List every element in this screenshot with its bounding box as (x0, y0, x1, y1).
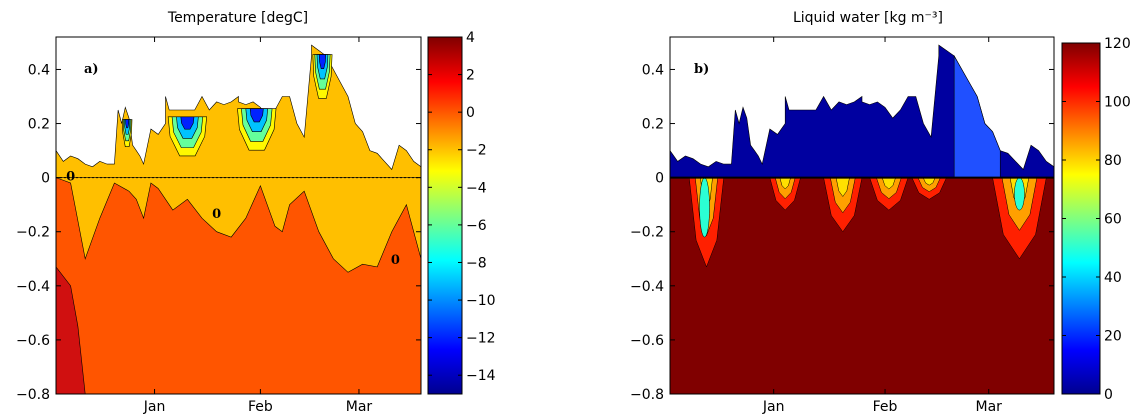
cold-contour (249, 108, 264, 123)
panel-b-label: b) (694, 62, 709, 77)
panel-a-colorbar (427, 36, 463, 395)
y-tick-label: −0.2 (630, 225, 664, 241)
x-tick-label: Jan (762, 399, 785, 415)
colorbar-tick-label: 0 (466, 105, 475, 121)
contour-label: 0 (66, 169, 75, 184)
panel-b-colorbar (1061, 42, 1101, 395)
panel-a: Temperature [degC] 0.4 0.2 0 −0.2 −0.4 −0.6 −0… (16, 10, 496, 415)
y-tick-label: −0.6 (16, 333, 50, 349)
x-tick-label: Mar (976, 399, 1003, 415)
colorbar-tick-label: −6 (466, 218, 487, 234)
y-tick-label: 0.4 (642, 62, 664, 78)
colorbar-tick-label: −12 (466, 331, 496, 347)
panel-b: Liquid water [kg m⁻³] 0.4 0.2 0 −0.2 −0.4 −0.… (630, 10, 1131, 415)
panel-a-contours (56, 44, 421, 394)
y-tick-label: −0.6 (630, 333, 664, 349)
wet-core-contour (1014, 177, 1025, 211)
panel-a-contour-labels: 0 0 0 (66, 169, 400, 268)
panel-b-colorbar-ticks: 120 100 80 60 40 20 0 (1062, 36, 1131, 403)
colorbar-tick-label: 4 (466, 30, 475, 46)
colorbar-tick-label: 20 (1104, 329, 1122, 345)
x-tick-label: Jan (143, 399, 166, 415)
colorbar-tick-label: 0 (1104, 387, 1113, 403)
panel-a-x-axis: Jan Feb Mar (143, 37, 373, 415)
colorbar-tick-label: 60 (1104, 212, 1122, 228)
colorbar-tick-label: 120 (1104, 36, 1131, 52)
x-tick-label: Feb (248, 399, 273, 415)
y-tick-label: −0.4 (16, 279, 50, 295)
y-tick-label: −0.2 (16, 225, 50, 241)
panel-b-title: Liquid water [kg m⁻³] (793, 10, 943, 26)
panel-a-colorbar-ticks: 4 2 0 −2 −4 −6 −8 −10 −12 −14 (428, 30, 496, 384)
colorbar-tick-label: −8 (466, 255, 487, 271)
colorbar-tick-label: 100 (1104, 95, 1131, 111)
panel-a-axes-frame (55, 36, 422, 395)
frozen-soil-contour (56, 177, 421, 273)
cold-contour (180, 116, 195, 130)
panel-b-x-axis: Jan Feb Mar (762, 37, 1002, 415)
y-tick-label: 0 (655, 171, 664, 187)
colorbar-tick-label: 40 (1104, 270, 1122, 286)
y-tick-label: 0.4 (28, 62, 50, 78)
contour-label: 0 (391, 253, 400, 268)
x-tick-label: Feb (873, 399, 898, 415)
cold-contour (318, 54, 327, 69)
y-tick-label: 0.2 (642, 117, 664, 133)
panel-b-y-axis: 0.4 0.2 0 −0.2 −0.4 −0.6 −0.8 (630, 62, 1054, 403)
y-tick-label: −0.8 (16, 387, 50, 403)
x-tick-label: Mar (346, 399, 373, 415)
colorbar-tick-label: 80 (1104, 153, 1122, 169)
panel-a-y-axis: 0.4 0.2 0 −0.2 −0.4 −0.6 −0.8 (16, 62, 421, 403)
y-tick-label: −0.4 (630, 279, 664, 295)
panel-b-contours (670, 44, 1054, 394)
y-tick-label: 0.2 (28, 117, 50, 133)
colorbar-tick-label: −4 (466, 180, 487, 196)
warm-corner-contour (56, 266, 86, 394)
cold-contour (125, 119, 130, 129)
soil-contour (670, 177, 1054, 394)
panel-a-title: Temperature [degC] (167, 10, 308, 26)
wet-core-contour (699, 177, 710, 238)
contour-label: 0 (212, 207, 221, 222)
panel-b-axes-frame (669, 36, 1055, 395)
colorbar-tick-label: −14 (466, 368, 496, 384)
panel-a-label: a) (84, 62, 99, 77)
colorbar-tick-label: 2 (466, 68, 475, 84)
colorbar-tick-label: −2 (466, 143, 487, 159)
colorbar-tick-label: −10 (466, 293, 496, 309)
y-tick-label: −0.8 (630, 387, 664, 403)
y-tick-label: 0 (41, 171, 50, 187)
